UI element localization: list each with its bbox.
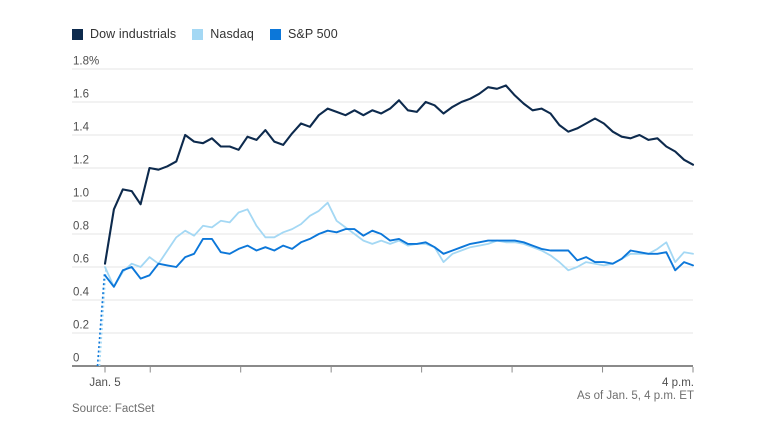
y-axis-tick-label: 0.2 <box>73 320 89 332</box>
legend-swatch-icon <box>269 28 281 40</box>
y-axis-tick-label: 1.2 <box>73 155 89 167</box>
series-line-nasdaq <box>104 201 694 288</box>
series-line-dow-industrials <box>103 84 695 265</box>
legend-label: Dow industrials <box>90 27 177 41</box>
x-axis-start-label: Jan. 5 <box>89 377 120 389</box>
y-axis-tick-label: 1.8% <box>73 56 99 68</box>
series-line-s-p-500 <box>104 228 694 288</box>
x-axis-end-label: 4 p.m. <box>662 377 694 389</box>
source-note: Source: FactSet <box>72 403 155 415</box>
legend-label: Nasdaq <box>210 27 254 41</box>
legend-label: S&P 500 <box>287 27 338 41</box>
as-of-note: As of Jan. 5, 4 p.m. ET <box>577 390 694 402</box>
legend-swatch-icon <box>72 28 83 40</box>
y-axis-tick-label: 1.0 <box>73 188 89 200</box>
y-axis-tick-label: 0.6 <box>73 254 89 266</box>
y-axis-tick-label: 0.8 <box>73 221 89 233</box>
chart-legend: Dow industrials Nasdaq S&P 500 <box>72 27 338 41</box>
legend-item-nasdaq: Nasdaq <box>192 27 254 41</box>
y-axis-tick-label: 1.4 <box>73 122 90 134</box>
pre-open-dotted-line-nasdaq <box>98 266 107 367</box>
legend-item-dow-industrials: Dow industrials <box>72 27 176 41</box>
pre-open-dotted-line <box>96 273 106 367</box>
legend-item-s-p-500: S&P 500 <box>269 27 338 41</box>
y-axis-tick-label: 0 <box>73 353 79 365</box>
legend-swatch-icon <box>192 28 204 40</box>
y-axis-tick-label: 0.4 <box>73 287 90 299</box>
y-axis-tick-label: 1.6 <box>73 89 89 101</box>
